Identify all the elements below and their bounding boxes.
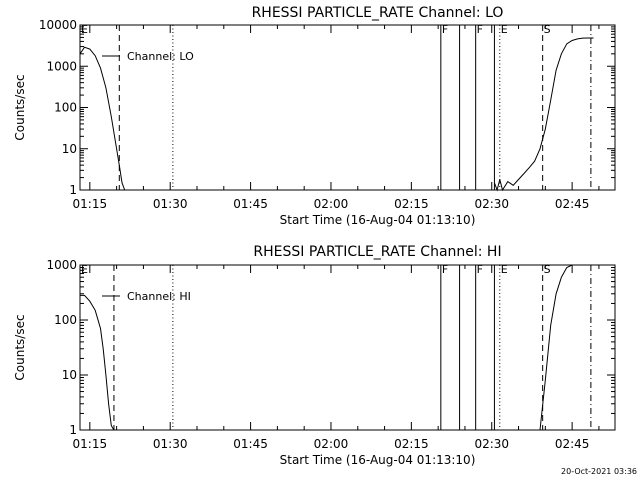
x-tick-label-hi: 01:15 bbox=[73, 437, 108, 451]
chart-title-hi: RHESSI PARTICLE_RATE Channel: HI bbox=[253, 244, 501, 260]
x-axis-label-lo: Start Time (16-Aug-04 01:13:10) bbox=[280, 213, 476, 227]
chart-title-lo: RHESSI PARTICLE_RATE Channel: LO bbox=[252, 5, 504, 21]
y-tick-label-lo: 100 bbox=[54, 101, 77, 115]
x-tick-label-lo: 02:45 bbox=[555, 197, 590, 211]
y-tick-label-lo: 1000 bbox=[46, 59, 77, 73]
event-marker-label-lo: F bbox=[477, 23, 483, 36]
x-tick-label-hi: 02:45 bbox=[555, 437, 590, 451]
event-marker-label-lo: E bbox=[501, 23, 508, 36]
x-tick-label-lo: 02:15 bbox=[394, 197, 429, 211]
y-tick-label-lo: 10 bbox=[62, 142, 77, 156]
event-marker-label-hi: E bbox=[81, 263, 88, 276]
y-tick-label-lo: 1 bbox=[69, 183, 77, 197]
y-axis-label-lo: Counts/sec bbox=[13, 74, 27, 140]
x-tick-label-lo: 02:00 bbox=[314, 197, 349, 211]
y-axis-label-hi: Counts/sec bbox=[13, 314, 27, 380]
x-tick-label-lo: 02:30 bbox=[474, 197, 509, 211]
event-marker-label-hi: F bbox=[477, 263, 483, 276]
event-marker-label-hi: E bbox=[501, 263, 508, 276]
x-axis-label-hi: Start Time (16-Aug-04 01:13:10) bbox=[280, 453, 476, 467]
y-tick-label-lo: 10000 bbox=[39, 18, 77, 32]
y-tick-label-hi: 100 bbox=[54, 313, 77, 327]
x-tick-label-hi: 02:15 bbox=[394, 437, 429, 451]
y-tick-label-hi: 1 bbox=[69, 423, 77, 437]
x-tick-label-hi: 02:00 bbox=[314, 437, 349, 451]
chart-panel-hi: RHESSI PARTICLE_RATE Channel: HI 1 10 100 10… bbox=[13, 244, 616, 467]
x-tick-label-hi: 01:45 bbox=[233, 437, 268, 451]
data-series-line-hi bbox=[539, 264, 583, 431]
event-marker-label-lo: F bbox=[442, 23, 448, 36]
y-tick-label-hi: 1000 bbox=[46, 258, 77, 272]
data-series-line-lo bbox=[493, 37, 594, 192]
data-series-line-hi bbox=[80, 294, 115, 431]
legend-label-lo: Channel: LO bbox=[127, 50, 194, 63]
chart-panel-lo: RHESSI PARTICLE_RATE Channel: LO 1 10 100 10… bbox=[13, 5, 616, 227]
plot-timestamp: 20-Oct-2021 03:36 bbox=[561, 467, 637, 476]
data-series-line-lo bbox=[79, 46, 128, 191]
event-marker-label-lo: S bbox=[544, 23, 551, 36]
x-tick-label-lo: 01:15 bbox=[73, 197, 108, 211]
x-tick-label-hi: 02:30 bbox=[474, 437, 509, 451]
event-marker-label-lo: E bbox=[81, 23, 88, 36]
event-marker-label-hi: F bbox=[442, 263, 448, 276]
x-tick-label-hi: 01:30 bbox=[153, 437, 188, 451]
x-tick-label-lo: 01:45 bbox=[233, 197, 268, 211]
y-tick-label-hi: 10 bbox=[62, 368, 77, 382]
x-tick-label-lo: 01:30 bbox=[153, 197, 188, 211]
legend-label-hi: Channel: HI bbox=[127, 290, 191, 303]
event-marker-label-hi: S bbox=[544, 263, 551, 276]
